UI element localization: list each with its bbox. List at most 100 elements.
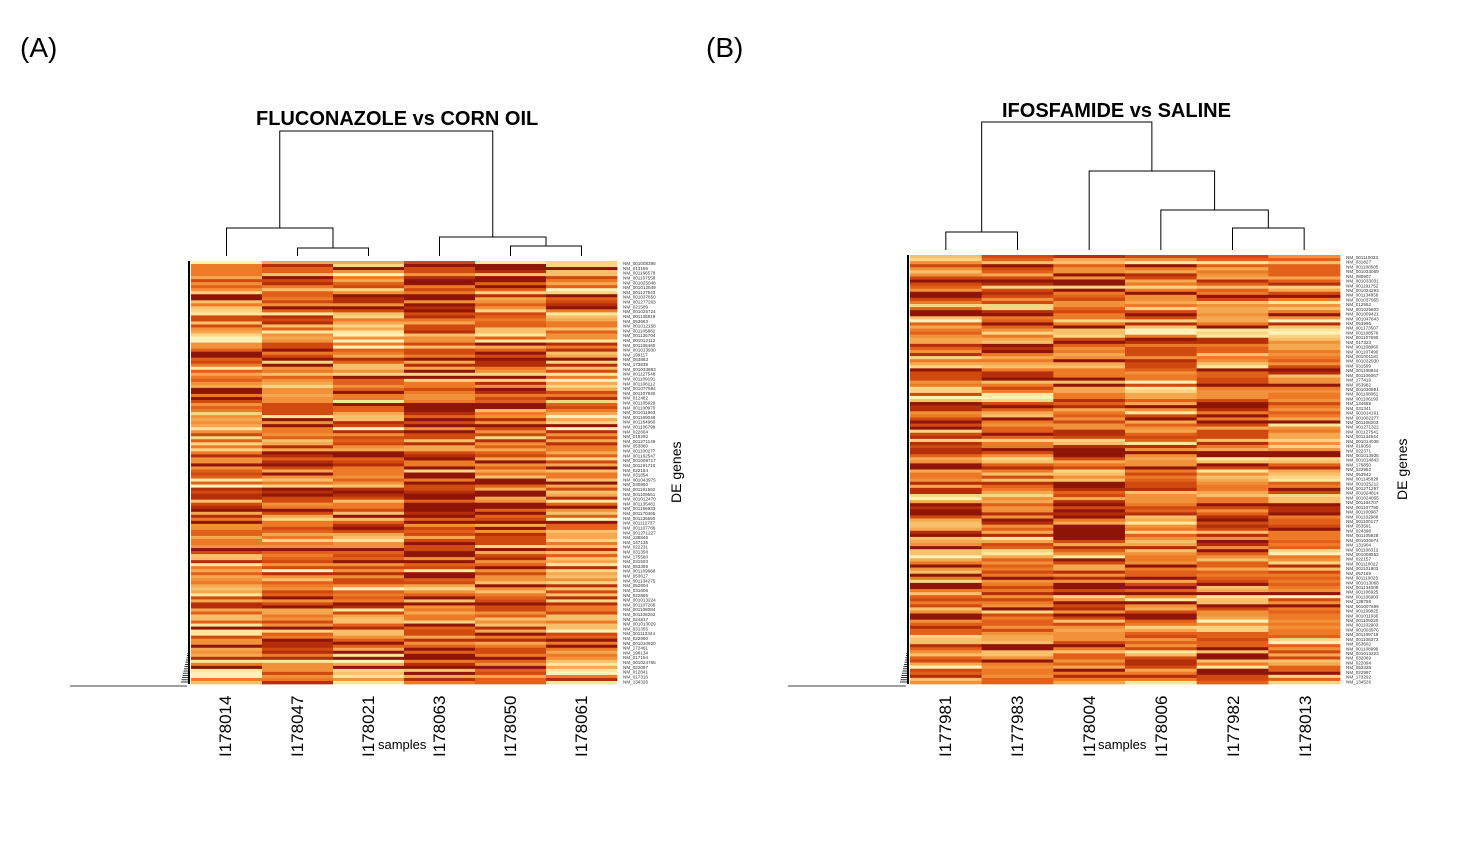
heatmap-cell [1125, 475, 1198, 480]
heatmap-cell [333, 520, 405, 525]
heatmap-cell [404, 300, 476, 304]
heatmap-cell [1125, 604, 1198, 608]
heatmap-cell [404, 381, 476, 386]
heatmap-cell [475, 336, 547, 340]
heatmap-cell [1196, 405, 1269, 409]
heatmap-cell [333, 393, 405, 398]
heatmap-cell [1268, 313, 1341, 317]
heatmap-cell [475, 653, 547, 658]
heatmap-cell [1053, 595, 1126, 599]
heatmap-cell [1125, 616, 1198, 620]
heatmap-cell [910, 497, 983, 501]
heatmap-cell [191, 629, 263, 633]
heatmap-cell [1196, 677, 1269, 682]
heatmap-cell [981, 444, 1054, 449]
heatmap-cell [191, 439, 263, 443]
heatmap-cell [191, 484, 263, 488]
heatmap-cell [981, 438, 1054, 443]
heatmap-cell [333, 593, 405, 597]
heatmap-cell [404, 602, 476, 606]
heatmap-cell [475, 496, 547, 501]
heatmap-cell [1125, 282, 1198, 286]
heatmap-cell [262, 357, 334, 362]
heatmap-cell [1268, 349, 1341, 354]
heatmap-cell [333, 538, 405, 543]
heatmap-cell [1125, 592, 1198, 596]
heatmap-cell [1053, 585, 1126, 590]
heatmap-cell [1196, 653, 1269, 657]
heatmap-cell [1053, 386, 1126, 391]
heatmap-cell [191, 665, 263, 670]
heatmap-cell [1125, 340, 1198, 345]
heatmap-cell [981, 331, 1054, 336]
heatmap-cell [981, 454, 1054, 458]
heatmap-cell [981, 423, 1054, 427]
row-label: NM_001109220 [1346, 618, 1379, 623]
row-label: NM_001271149 [623, 439, 656, 444]
heatmap-cell [191, 348, 263, 352]
heatmap-cell [1268, 481, 1341, 486]
heatmap-cell [1196, 497, 1269, 501]
row-label: NM_001173507 [1346, 326, 1379, 331]
heatmap-cell [475, 433, 547, 437]
heatmap-cell [1125, 402, 1198, 406]
heatmap-cell [262, 309, 334, 313]
heatmap-cell [475, 481, 547, 485]
heatmap-cell [191, 270, 263, 274]
row-label: NM_001112737 [623, 521, 655, 526]
heatmap-cell [1125, 631, 1198, 636]
heatmap-cell [981, 601, 1054, 605]
heatmap-cell [333, 457, 405, 461]
heatmap-cell [981, 625, 1054, 630]
heatmap-cell [191, 360, 263, 365]
heatmap-cell [1125, 472, 1198, 476]
heatmap-cell [262, 466, 334, 470]
row-label: NM_001109719 [1346, 632, 1379, 637]
heatmap-cell [546, 306, 618, 310]
heatmap-cell [981, 484, 1054, 489]
heatmap-cell [981, 573, 1054, 578]
heatmap-cell [546, 336, 618, 340]
row-label: NM_001100987 [1346, 510, 1379, 515]
heatmap-cell [546, 481, 618, 485]
row-label: NM_031854 [623, 473, 648, 478]
row-label: NM_022952 [1346, 467, 1371, 472]
heatmap-cell [546, 285, 618, 289]
heatmap-cell [262, 496, 334, 501]
row-label: NM_001191562 [623, 487, 656, 492]
heatmap-cell [910, 509, 983, 513]
heatmap-cell [981, 631, 1054, 636]
heatmap-cell [910, 677, 983, 682]
heatmap-cell [981, 665, 1054, 670]
heatmap-cell [981, 585, 1054, 590]
heatmap-cell [546, 596, 618, 600]
heatmap-cell [191, 469, 263, 473]
heatmap-cell [546, 656, 618, 661]
heatmap-cell [981, 340, 1054, 345]
heatmap-cell [910, 478, 983, 483]
heatmap-cell [333, 424, 405, 428]
heatmap-cell [910, 380, 983, 385]
row-label: NM_053942 [1346, 472, 1371, 477]
heatmap-cell [404, 599, 476, 603]
heatmap-cell [262, 523, 334, 528]
heatmap-cell [1196, 389, 1269, 394]
heatmap-cell [910, 310, 983, 314]
heatmap-cell [1196, 411, 1269, 415]
heatmap-cell [981, 346, 1054, 351]
row-label: NM_053335 [1346, 665, 1371, 670]
heatmap-cell [191, 623, 263, 627]
heatmap-cell [262, 665, 334, 670]
heatmap-cell [981, 362, 1054, 366]
heatmap-cell [546, 333, 618, 337]
heatmap-cell [1053, 423, 1126, 427]
heatmap-cell [546, 357, 618, 362]
heatmap-cell [1268, 543, 1341, 547]
heatmap-cell [262, 629, 334, 633]
heatmap-cell [333, 418, 405, 422]
row-label: NM_001101903 [1346, 566, 1379, 571]
row-label: NM_001107930 [623, 391, 656, 396]
heatmap-cell [404, 360, 476, 365]
heatmap-cell [191, 626, 263, 630]
heatmap-cell [981, 564, 1054, 568]
